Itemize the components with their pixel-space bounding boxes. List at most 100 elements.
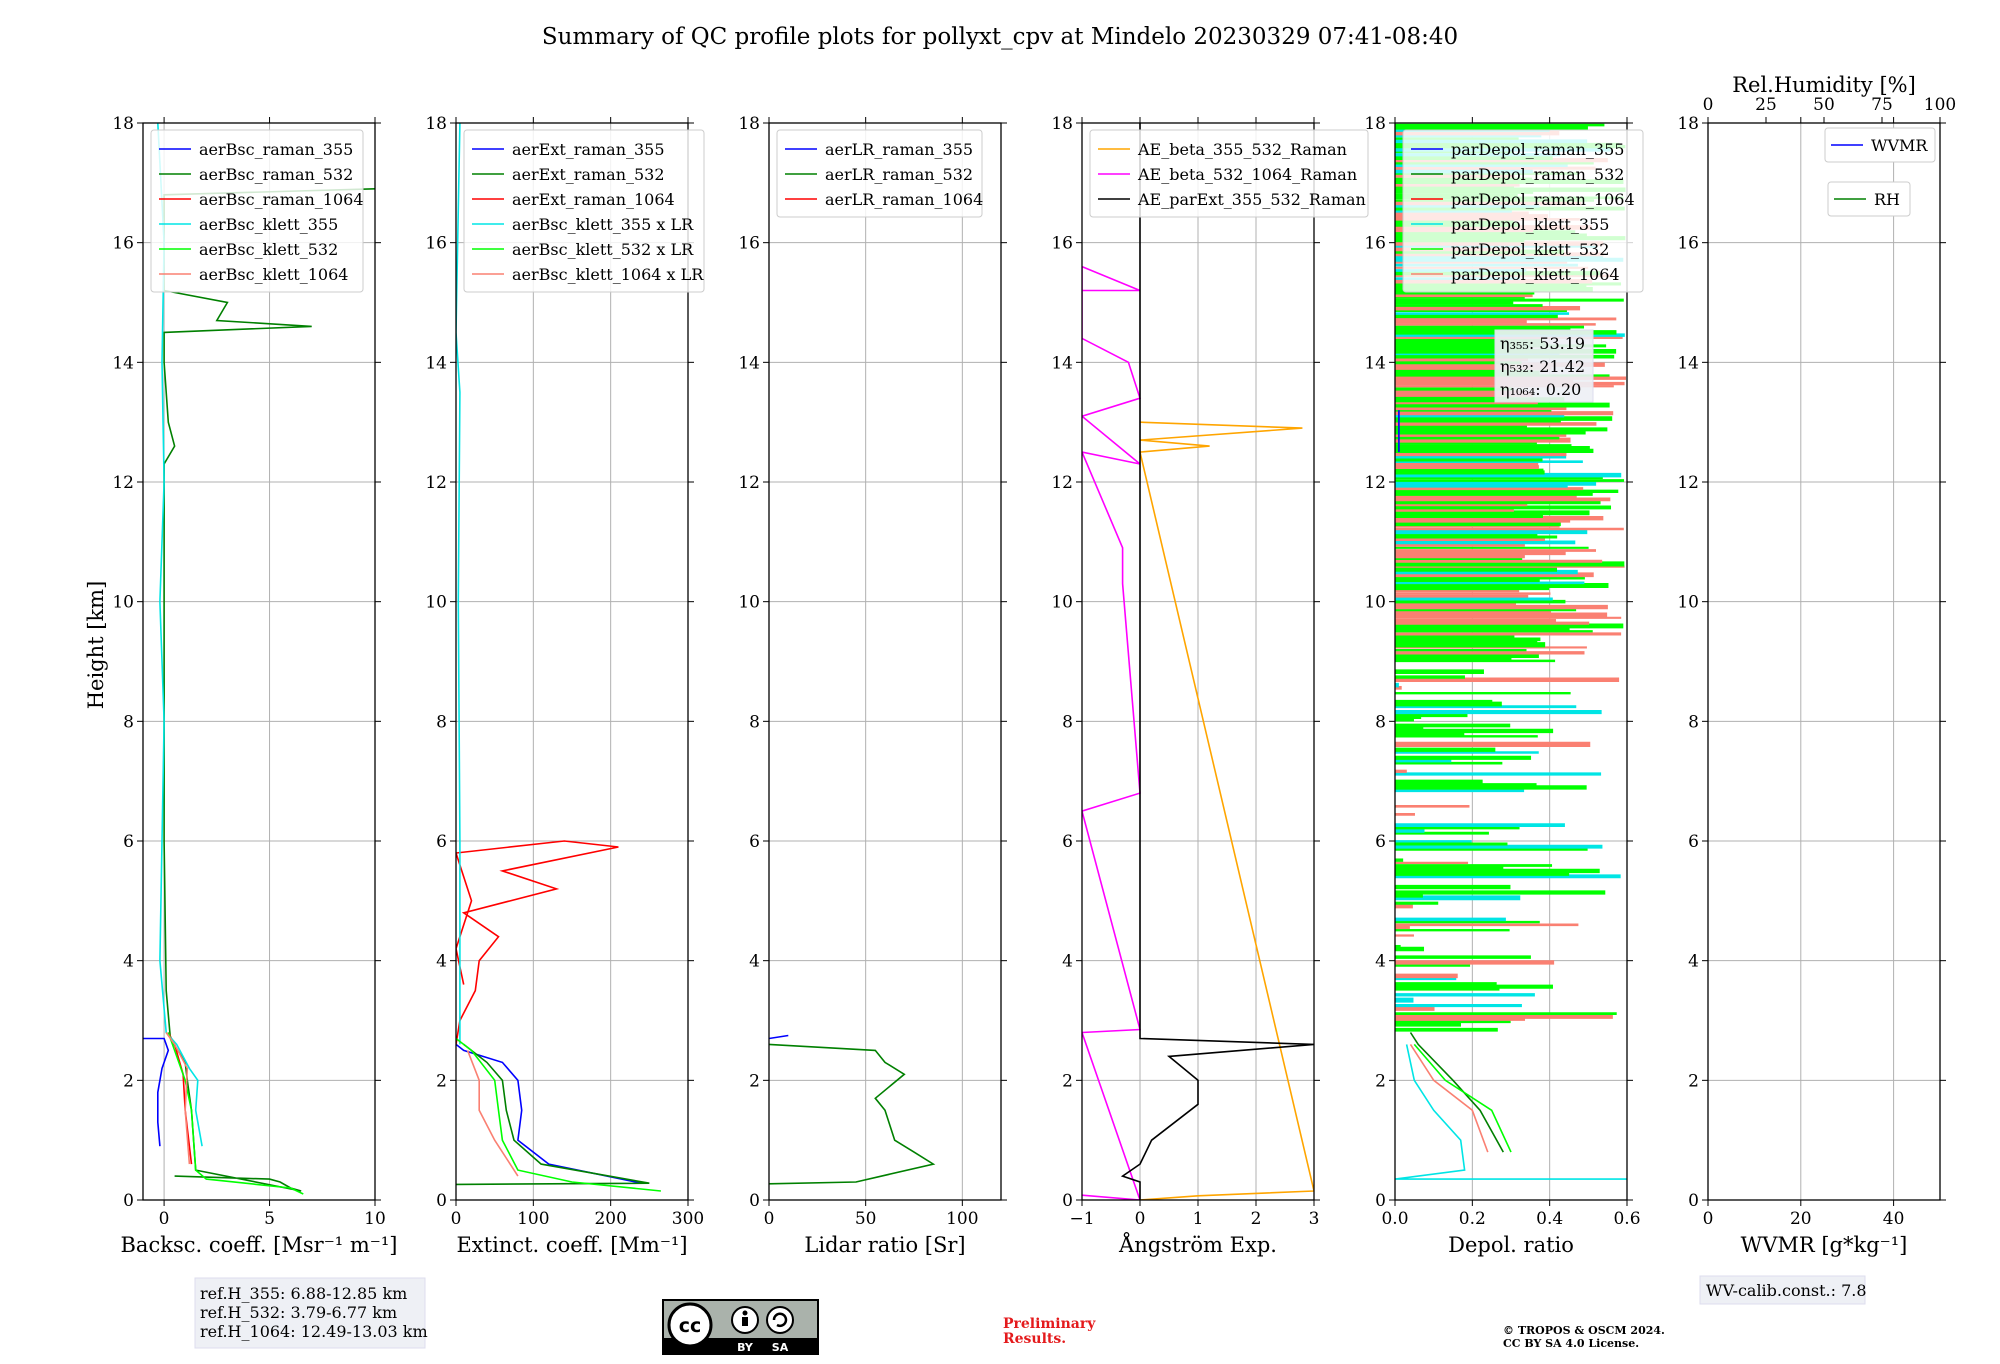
y-tick-label: 12 [112, 473, 134, 493]
legend-box [1824, 127, 1936, 163]
ref-height-1064: ref.H_1064: 12.49-13.03 km [200, 1322, 428, 1341]
x-axis-label: Extinct. coeff. [Mm⁻¹] [456, 1233, 687, 1257]
y-tick-label: 2 [1062, 1071, 1073, 1091]
legend-label: parDepol_raman_532 [1451, 165, 1624, 184]
panel-extinction: 0 2 4 6 8 10 12 14 16 18 0 100 200 300 Extinct. coeff.… [425, 114, 705, 1257]
y-tick-label: 4 [436, 952, 447, 972]
y-tick-label: 4 [749, 952, 760, 972]
y-tick-label: 0 [749, 1191, 760, 1211]
y-tick-label: 14 [1364, 353, 1386, 373]
top-tick-label: 100 [1924, 95, 1956, 115]
y-tick-label: 18 [1677, 114, 1699, 134]
y-tick-label: 18 [112, 114, 134, 134]
y-tick-label: 12 [425, 473, 447, 493]
y-tick-label: 10 [425, 593, 447, 613]
y-tick-label: 8 [1375, 712, 1386, 732]
y-tick-label: 10 [112, 593, 134, 613]
x-tick-label: −1 [1069, 1209, 1094, 1229]
legend-box [1089, 129, 1369, 218]
y-tick-label: 14 [1051, 353, 1073, 373]
wv-calib-box: WV-calib.const.: 7.8 [1699, 1275, 1867, 1305]
y-tick-label: 8 [123, 712, 134, 732]
y-tick-label: 6 [1375, 832, 1386, 852]
legend: parDepol_raman_355 parDepol_raman_532 parD… [1402, 129, 1644, 293]
x-tick-label: 1 [1193, 1209, 1204, 1229]
panel-backscatter: 0 2 4 6 8 10 12 14 16 18 0 5 10 Backsc. coeff. [Msr⁻¹… [112, 114, 397, 1257]
y-tick-label: 10 [1677, 593, 1699, 613]
plot-frame [142, 122, 376, 1201]
cc-by-label: BY [737, 1341, 754, 1354]
y-tick-label: 16 [112, 234, 134, 254]
series-aerLR_raman_355 [769, 1034, 789, 1040]
series-aerExt_raman_355 [456, 1043, 642, 1184]
y-tick-label: 8 [1062, 712, 1073, 732]
plot-frame [455, 122, 689, 1201]
series-aerLR_raman_532 [769, 1043, 936, 1185]
preliminary-line-2: Results. [1003, 1331, 1066, 1347]
y-tick-label: 6 [1688, 832, 1699, 852]
y-tick-label: 4 [1062, 952, 1073, 972]
x-tick-label: 50 [855, 1209, 877, 1229]
x-tick-label: 5 [264, 1209, 275, 1229]
y-tick-label: 0 [1688, 1191, 1699, 1211]
series-aerBsc_raman_355 [143, 1037, 170, 1147]
legend-label: aerLR_raman_532 [825, 165, 973, 184]
ref-heights-box: ref.H_355: 6.88-12.85 km ref.H_532: 3.79… [194, 1277, 428, 1349]
y-tick-label: 2 [436, 1071, 447, 1091]
y-tick-label: 4 [1375, 952, 1386, 972]
legend-label: aerBsc_klett_1064 x LR [512, 265, 704, 284]
x-tick-label: 100 [946, 1209, 978, 1229]
y-tick-label: 12 [738, 473, 760, 493]
y-tick-label: 2 [1688, 1071, 1699, 1091]
eta-box [1494, 329, 1594, 403]
y-tick-label: 6 [749, 832, 760, 852]
cc-by-sa-badge: cc BY SA [662, 1299, 819, 1355]
series-parDepol_klett_532 [1413, 1043, 1512, 1153]
x-tick-label: 0 [1703, 1209, 1714, 1229]
copyright-line-2: CC BY SA 4.0 License. [1503, 1337, 1639, 1350]
legend-label: parDepol_klett_1064 [1451, 265, 1620, 284]
legend-label: AE_beta_355_532_Raman [1137, 140, 1347, 159]
y-tick-label: 2 [1375, 1071, 1386, 1091]
wv-calib-text: WV-calib.const.: 7.8 [1706, 1281, 1867, 1300]
top-tick-label: 75 [1871, 95, 1893, 115]
legend-box [776, 129, 983, 218]
panel-depol: 0 2 4 6 8 10 12 14 16 18 0.0 0.2 0.4 0.6 Depol. ratio p… [1364, 114, 1644, 1257]
legend-label: RH [1874, 190, 1900, 209]
panel-lidar_ratio: 0 2 4 6 8 10 12 14 16 18 0 50 100 Lidar ratio [Sr] aer… [738, 114, 1007, 1257]
legend: aerLR_raman_355 aerLR_raman_532 aerLR_rama… [776, 129, 983, 218]
x-tick-label: 40 [1883, 1209, 1905, 1229]
y-tick-label: 18 [1051, 114, 1073, 134]
preliminary-line-1: Preliminary [1003, 1316, 1096, 1332]
legend-label: aerLR_raman_1064 [825, 190, 983, 209]
legend-label: aerLR_raman_355 [825, 140, 973, 159]
series-aerBsc_klett_532 [167, 1032, 304, 1195]
legend-label: aerBsc_raman_355 [199, 140, 353, 159]
legend-box [1827, 181, 1911, 217]
y-tick-label: 4 [1688, 952, 1699, 972]
y-tick-label: 14 [1677, 353, 1699, 373]
x-tick-label: 100 [517, 1209, 549, 1229]
y-tick-label: 10 [1364, 593, 1386, 613]
y-tick-label: 18 [425, 114, 447, 134]
legend-label: aerBsc_raman_1064 [199, 190, 364, 209]
legend: AE_beta_355_532_Raman AE_beta_532_1064_Ra… [1089, 129, 1369, 218]
y-tick-label: 12 [1364, 473, 1386, 493]
x-tick-label: 0.2 [1459, 1209, 1486, 1229]
cc-mark: cc [679, 1315, 702, 1337]
series-AE_beta_355_532_Raman [1139, 421, 1314, 1200]
y-tick-label: 0 [436, 1191, 447, 1211]
eta-label: η₅₃₂: 21.42 [1500, 357, 1585, 376]
y-tick-label: 14 [738, 353, 760, 373]
legend-label: AE_parExt_355_532_Raman [1137, 190, 1366, 209]
x-axis-label: Lidar ratio [Sr] [804, 1233, 965, 1257]
y-tick-label: 12 [1677, 473, 1699, 493]
x-tick-label: 200 [594, 1209, 626, 1229]
legend-box [463, 129, 705, 293]
series-aerBsc_klett_1064 [165, 1032, 191, 1165]
series-aerBsc_klett_355 [157, 123, 203, 1147]
top-tick-label: 50 [1813, 95, 1835, 115]
